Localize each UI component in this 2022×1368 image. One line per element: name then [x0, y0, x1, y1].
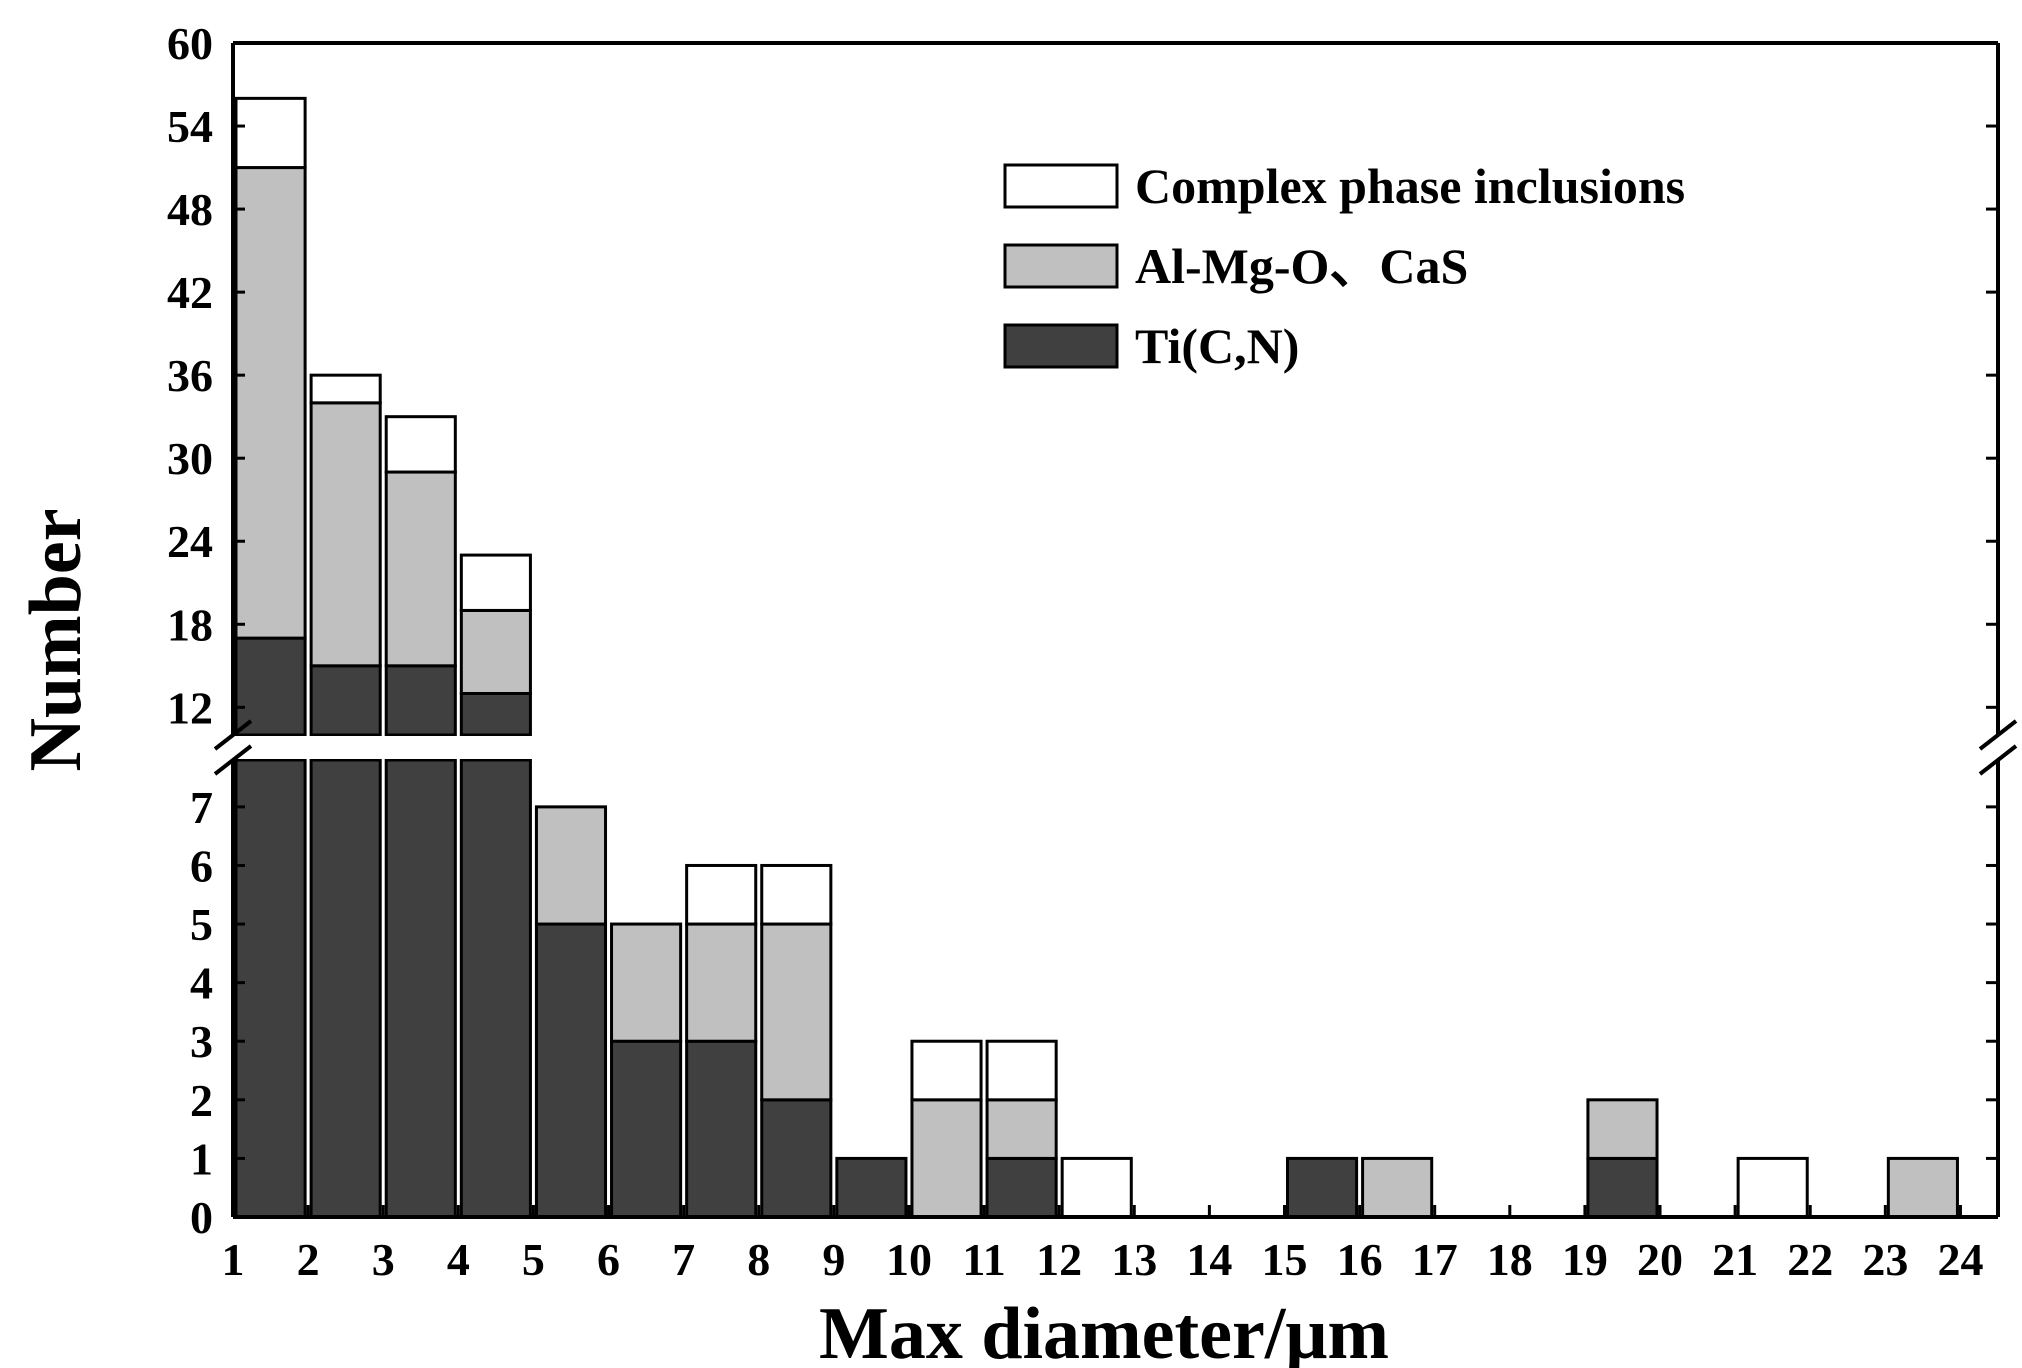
- y-tick-label: 18: [167, 599, 213, 650]
- right-axis-break-mark: [1978, 719, 2018, 751]
- y-tick-label: 54: [167, 101, 213, 152]
- legend-label: Al-Mg-O、CaS: [1135, 238, 1468, 294]
- x-tick-label: 2: [297, 1234, 320, 1285]
- left-axis-break-mark: [213, 744, 253, 776]
- tin-bar-segment: [835, 1156, 908, 1219]
- axes-layer: [0, 41, 2022, 1219]
- y-tick-label: 0: [190, 1192, 213, 1243]
- almgo-cas-bar-segment: [234, 166, 307, 640]
- y-tick-label: 30: [167, 433, 213, 484]
- tin-bar-segment: [685, 1039, 758, 1219]
- almgo-cas-bar-segment: [760, 922, 833, 1102]
- complex-phase-bar-segment: [1736, 1156, 1809, 1219]
- legend-label: Ti(C,N): [1135, 318, 1299, 374]
- almgo-cas-bar-segment: [685, 922, 758, 1043]
- legend: Complex phase inclusions Al-Mg-O、CaS Ti(C,…: [1003, 158, 1685, 374]
- complex-phase-bar-segment: [459, 553, 532, 612]
- almgo-cas-bar-segment: [610, 922, 683, 1043]
- almgo-cas-bar-segment: [910, 1098, 983, 1219]
- complex-phase-bar-segment: [1060, 1156, 1133, 1219]
- bars-layer: [234, 96, 1959, 1219]
- x-tick-label: 24: [1937, 1234, 1983, 1285]
- y-tick-label: 2: [190, 1075, 213, 1126]
- x-tick-label: 8: [747, 1234, 770, 1285]
- x-tick-label: 14: [1186, 1234, 1232, 1285]
- x-tick-label: 15: [1261, 1234, 1307, 1285]
- y-tick-label: 60: [167, 18, 213, 69]
- tin-bar-segment: [985, 1156, 1058, 1219]
- right-axis-break-mark: [1978, 744, 2018, 776]
- tin-bar-segment: [610, 1039, 683, 1219]
- y-tick-label: 3: [190, 1016, 213, 1067]
- complex-phase-bar-segment: [384, 415, 457, 474]
- x-tick-label: 1: [222, 1234, 245, 1285]
- almgo-cas-bar-segment: [534, 805, 608, 926]
- left-axis-break-mark: [213, 719, 253, 751]
- x-tick-label: 3: [372, 1234, 395, 1285]
- tin-bar-segment: [309, 664, 382, 737]
- y-tick-label: 4: [190, 958, 213, 1009]
- tin-bar-segment: [384, 758, 457, 1219]
- legend-swatch: [1003, 323, 1119, 369]
- y-tick-label: 48: [167, 184, 213, 235]
- tin-bar-segment: [459, 758, 532, 1219]
- x-tick-label: 5: [522, 1234, 545, 1285]
- almgo-cas-bar-segment: [1886, 1156, 1959, 1219]
- x-tick-label: 12: [1036, 1234, 1082, 1285]
- complex-phase-bar-segment: [234, 96, 307, 170]
- y-tick-label: 24: [167, 516, 213, 567]
- x-tick-label: 9: [822, 1234, 845, 1285]
- almgo-cas-bar-segment: [1361, 1156, 1434, 1219]
- axis-break-gap: [0, 736, 2022, 759]
- x-tick-label: 19: [1562, 1234, 1608, 1285]
- almgo-cas-bar-segment: [384, 470, 457, 668]
- complex-phase-bar-segment: [910, 1039, 983, 1102]
- y-tick-label: 36: [167, 350, 213, 401]
- y-tick-label: 12: [167, 682, 213, 733]
- tin-bar-segment: [384, 664, 457, 737]
- tin-bar-segment: [234, 636, 307, 737]
- x-axis-title: Max diameter/μm: [819, 1293, 1389, 1368]
- tin-bar-segment: [760, 1098, 833, 1219]
- x-tick-label: 4: [447, 1234, 470, 1285]
- almgo-cas-bar-segment: [309, 401, 382, 668]
- x-tick-label: 6: [597, 1234, 620, 1285]
- x-tick-label: 7: [672, 1234, 695, 1285]
- y-tick-label: 6: [190, 840, 213, 891]
- complex-phase-bar-segment: [309, 373, 382, 405]
- complex-phase-bar-segment: [985, 1039, 1058, 1102]
- complex-phase-bar-segment: [760, 863, 833, 926]
- x-tick-label: 10: [886, 1234, 932, 1285]
- x-tick-label: 16: [1337, 1234, 1383, 1285]
- y-tick-label: 5: [190, 899, 213, 950]
- x-tick-label: 11: [962, 1234, 1005, 1285]
- complex-phase-bar-segment: [685, 863, 758, 926]
- y-tick-label: 1: [190, 1133, 213, 1184]
- tin-bar-segment: [459, 691, 532, 737]
- almgo-cas-bar-segment: [985, 1098, 1058, 1160]
- y-tick-label: 42: [167, 267, 213, 318]
- tin-bar-segment: [1586, 1156, 1659, 1219]
- x-tick-label: 23: [1862, 1234, 1908, 1285]
- x-tick-label: 18: [1487, 1234, 1533, 1285]
- y-axis-title: Number: [15, 508, 97, 771]
- almgo-cas-bar-segment: [1586, 1098, 1659, 1160]
- legend-swatch: [1003, 243, 1119, 289]
- x-tick-label: 17: [1412, 1234, 1458, 1285]
- ticks-layer: 1 2 3 4 5 6 7 8 9 10 11 12 13 14 15 16 17 18 19 20 21 22 23 240…: [167, 18, 1998, 1285]
- x-tick-label: 20: [1637, 1234, 1683, 1285]
- x-tick-label: 21: [1712, 1234, 1758, 1285]
- almgo-cas-bar-segment: [459, 608, 532, 695]
- legend-swatch: [1003, 163, 1119, 209]
- x-tick-label: 13: [1111, 1234, 1157, 1285]
- tin-bar-segment: [309, 758, 382, 1219]
- tin-bar-segment: [1285, 1156, 1359, 1219]
- tin-bar-segment: [534, 922, 608, 1219]
- y-tick-label: 7: [190, 782, 213, 833]
- legend-label: Complex phase inclusions: [1135, 158, 1685, 214]
- x-tick-label: 22: [1787, 1234, 1833, 1285]
- tin-bar-segment: [234, 758, 307, 1219]
